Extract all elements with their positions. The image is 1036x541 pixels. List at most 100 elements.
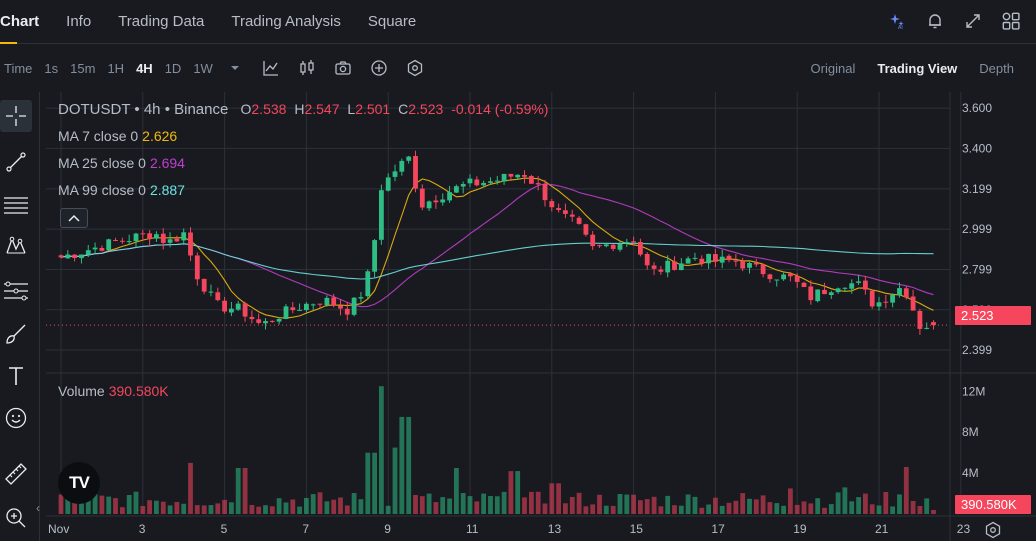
low-value: 2.501: [355, 101, 391, 117]
time-tick-label: 5: [221, 522, 228, 536]
fib-lines-icon[interactable]: [0, 188, 32, 220]
candle-body: [617, 243, 623, 250]
candle-body: [508, 173, 514, 177]
chevron-left-icon[interactable]: ‹: [36, 501, 40, 515]
plus-circle-icon[interactable]: [369, 58, 389, 78]
candle-body: [863, 280, 868, 290]
candle-body: [365, 271, 371, 297]
candle-body: [351, 297, 357, 315]
view-depth[interactable]: Depth: [979, 60, 1014, 76]
volume-bar: [58, 494, 64, 514]
emoji-icon[interactable]: [0, 402, 32, 434]
candle-body: [379, 190, 384, 240]
candle-body: [801, 282, 807, 287]
candle-body: [222, 300, 227, 312]
view-original[interactable]: Original: [810, 60, 856, 76]
settings-hex-icon[interactable]: [405, 58, 425, 78]
text-icon[interactable]: [0, 360, 32, 392]
tradingview-logo[interactable]: TV: [58, 462, 100, 504]
candle-body: [433, 200, 439, 203]
candle-body: [706, 253, 711, 264]
candle-body: [753, 262, 759, 265]
grid-layout-icon[interactable]: [1000, 10, 1022, 32]
candle-body: [822, 289, 827, 295]
projection-icon[interactable]: [0, 274, 32, 306]
volume-bar: [515, 471, 521, 514]
candle-body: [869, 290, 875, 307]
volume-bar: [324, 501, 330, 514]
candle-body: [331, 297, 337, 306]
ma25-legend: MA 25 close 0 2.694: [58, 155, 185, 171]
candle-body: [597, 245, 602, 247]
price-tick-label: 3.400: [962, 141, 992, 155]
volume-bar: [433, 502, 439, 514]
timeframe-4h[interactable]: 4H: [136, 60, 153, 76]
tab-square[interactable]: Square: [367, 12, 417, 30]
indicators-icon[interactable]: [261, 58, 281, 78]
volume-bar: [835, 492, 841, 514]
volume-bar: [181, 503, 187, 514]
candle-body: [392, 171, 398, 177]
candle-body: [167, 239, 173, 243]
timeframe-1d[interactable]: 1D: [164, 60, 182, 76]
candle-body: [665, 260, 671, 273]
axis-settings-icon[interactable]: [982, 519, 1004, 541]
volume-bar: [79, 494, 84, 514]
volume-bar: [194, 505, 200, 514]
candle-body: [181, 232, 187, 241]
time-tick-label: 21: [875, 522, 889, 536]
volume-bar: [788, 488, 793, 514]
tab-trading-data[interactable]: Trading Data: [118, 12, 205, 30]
chart-type-icon[interactable]: [297, 58, 317, 78]
trendline-icon[interactable]: [0, 146, 32, 178]
timeframe-1s[interactable]: 1s: [44, 60, 59, 76]
volume-bar: [344, 505, 350, 514]
candle-body: [310, 304, 316, 306]
timeframe-15m[interactable]: 15m: [70, 60, 96, 76]
tab-trading-analysis[interactable]: Trading Analysis: [231, 12, 341, 30]
candle-body: [774, 279, 780, 281]
candle-body: [638, 242, 643, 255]
volume-bar: [263, 505, 268, 514]
volume-bar: [208, 505, 214, 514]
camera-icon[interactable]: [333, 58, 353, 78]
crosshair-icon[interactable]: [0, 100, 32, 132]
timeframe-1h[interactable]: 1H: [107, 60, 125, 76]
tab-chart[interactable]: Chart: [0, 0, 39, 44]
timeframe-1w[interactable]: 1W: [193, 60, 213, 76]
candle-body: [835, 288, 841, 293]
candle-body: [474, 179, 480, 186]
brush-icon[interactable]: [0, 318, 32, 350]
ai-sparkle-icon[interactable]: AI: [886, 10, 908, 32]
volume-bar: [549, 483, 555, 514]
candle-body: [672, 261, 677, 270]
volume-legend: Volume 390.580K: [58, 383, 169, 399]
volume-bar: [379, 386, 384, 514]
volume-bar: [215, 503, 221, 514]
last-volume-tag: 390.580K: [955, 495, 1031, 514]
ruler-icon[interactable]: [0, 458, 32, 490]
chevron-down-icon[interactable]: [225, 58, 245, 78]
tab-info[interactable]: Info: [66, 12, 92, 30]
volume-bar: [508, 471, 514, 514]
volume-bar: [713, 497, 718, 514]
view-trading-view[interactable]: Trading View: [877, 60, 958, 76]
expand-icon[interactable]: [962, 10, 984, 32]
volume-bar: [542, 503, 548, 514]
zoom-in-icon[interactable]: [0, 502, 32, 534]
candle-body: [256, 319, 262, 323]
candle-body: [85, 250, 91, 255]
collapse-legend-button[interactable]: [60, 208, 88, 228]
volume-bar: [747, 498, 752, 514]
volume-bar: [235, 468, 241, 514]
pattern-icon[interactable]: [0, 230, 32, 262]
candle-body: [828, 292, 834, 295]
volume-bar: [276, 498, 282, 514]
bell-icon[interactable]: [924, 10, 946, 32]
volume-bar: [556, 483, 561, 514]
volume-bar: [65, 498, 71, 514]
volume-bar: [72, 503, 77, 514]
candle-body: [79, 254, 84, 259]
volume-bar: [522, 497, 527, 514]
